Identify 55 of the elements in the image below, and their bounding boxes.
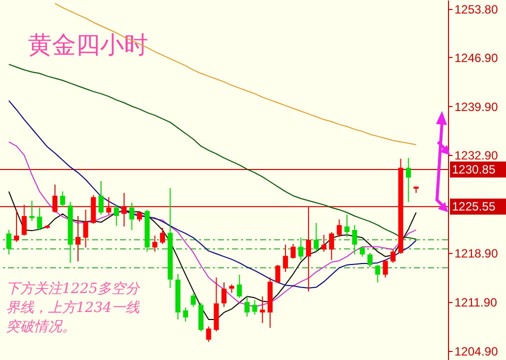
candlestick xyxy=(152,235,158,252)
candlestick xyxy=(275,264,280,284)
candlestick xyxy=(136,211,142,222)
candlestick xyxy=(160,227,166,244)
candlestick xyxy=(390,249,396,264)
candlestick xyxy=(329,232,334,261)
candlestick xyxy=(190,293,196,308)
candlestick xyxy=(114,204,119,226)
candlestick xyxy=(236,274,242,298)
candlestick xyxy=(83,209,88,248)
candlestick xyxy=(344,214,350,238)
y-tick-label: 1204.90 xyxy=(454,344,498,358)
ref-line-label: 1230.85 xyxy=(452,162,496,177)
candlestick xyxy=(29,200,34,222)
candlestick xyxy=(336,218,342,238)
annotation: 下方关注1225多空分界线，上方1234一线突破情况。 xyxy=(6,281,141,335)
line-series xyxy=(8,191,417,320)
candlestick xyxy=(206,326,212,342)
y-tick-label: 1239.90 xyxy=(454,100,498,114)
y-tick-label: 1246.90 xyxy=(454,50,498,65)
y-tick-label: 1232.90 xyxy=(454,148,498,163)
candlestick xyxy=(382,260,388,278)
candlestick xyxy=(122,192,127,227)
candlestick xyxy=(129,202,134,230)
candlestick xyxy=(298,237,304,261)
y-tick-label: 1253.80 xyxy=(454,2,498,17)
candlestick xyxy=(183,307,188,322)
candlestick xyxy=(76,216,80,262)
candlestick xyxy=(260,296,265,324)
candlestick xyxy=(282,244,288,272)
candlestick xyxy=(375,264,380,283)
candlestick xyxy=(6,229,12,255)
candlestick xyxy=(244,296,250,318)
candlestick xyxy=(360,246,365,258)
ref-line-label: 1225.55 xyxy=(452,200,496,214)
candlestick xyxy=(22,204,27,236)
candlestick xyxy=(306,206,312,292)
line-series xyxy=(8,64,417,240)
y-tick-label: 1218.90 xyxy=(454,246,498,261)
candlestick xyxy=(252,299,258,316)
line-series xyxy=(54,2,417,146)
candlestick xyxy=(222,282,226,308)
candlestick xyxy=(314,222,319,252)
candlestick xyxy=(352,224,358,255)
candlestick xyxy=(321,234,326,252)
y-tick-label: 1211.90 xyxy=(454,295,498,310)
candlestick xyxy=(14,209,20,242)
candlestick xyxy=(368,252,372,268)
candlestick xyxy=(52,184,58,214)
candlestick xyxy=(37,207,42,230)
candlestick xyxy=(406,157,411,203)
candlestick xyxy=(60,191,66,208)
candlestick xyxy=(106,196,112,216)
candlestick xyxy=(290,243,296,260)
candlestick xyxy=(98,180,104,216)
